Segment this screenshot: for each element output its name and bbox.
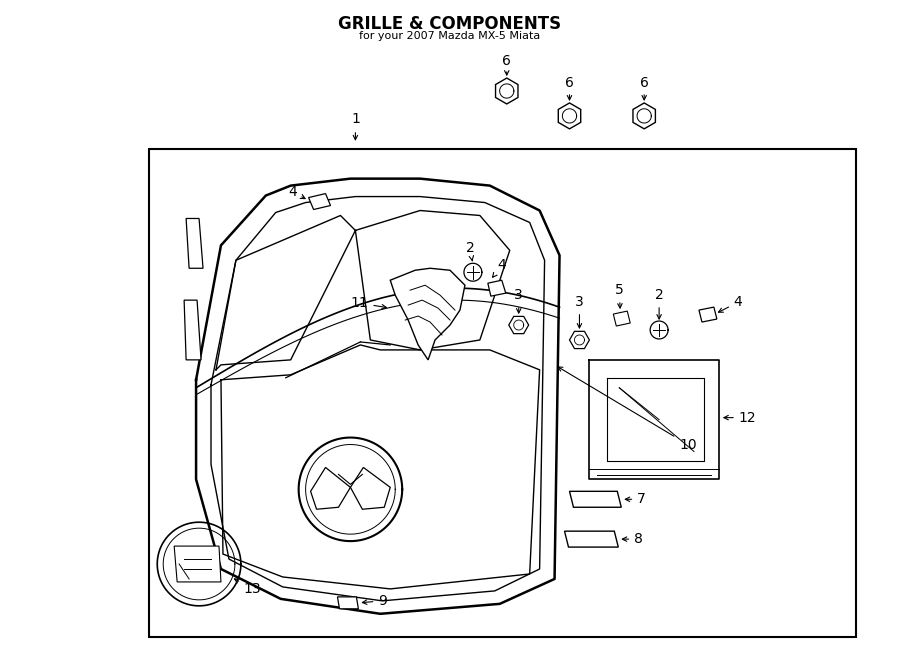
Polygon shape	[175, 546, 221, 582]
Text: 6: 6	[502, 54, 511, 68]
Polygon shape	[338, 597, 358, 609]
Polygon shape	[699, 307, 717, 322]
Polygon shape	[508, 317, 528, 334]
Text: 2: 2	[465, 241, 474, 261]
Polygon shape	[391, 268, 465, 360]
Text: 6: 6	[565, 76, 574, 90]
Text: 3: 3	[575, 295, 584, 328]
Text: for your 2007 Mazda MX-5 Miata: for your 2007 Mazda MX-5 Miata	[359, 31, 541, 41]
Polygon shape	[558, 103, 580, 129]
Text: 1: 1	[351, 112, 360, 126]
Polygon shape	[496, 78, 518, 104]
Polygon shape	[186, 219, 203, 268]
Text: GRILLE & COMPONENTS: GRILLE & COMPONENTS	[338, 15, 562, 33]
Text: 3: 3	[514, 288, 523, 313]
Bar	[149, 149, 856, 637]
Polygon shape	[184, 300, 201, 360]
Text: 4: 4	[492, 258, 507, 277]
Polygon shape	[613, 311, 630, 326]
Text: 5: 5	[615, 283, 624, 308]
Text: 13: 13	[234, 579, 262, 596]
Polygon shape	[633, 103, 655, 129]
Polygon shape	[570, 331, 590, 348]
Polygon shape	[564, 531, 618, 547]
Text: 10: 10	[558, 367, 697, 451]
Text: 4: 4	[288, 184, 305, 198]
Polygon shape	[488, 280, 506, 296]
Polygon shape	[309, 194, 330, 210]
Text: 8: 8	[622, 532, 644, 546]
Text: 9: 9	[363, 594, 387, 608]
Text: 4: 4	[718, 295, 742, 312]
Text: 2: 2	[654, 288, 663, 319]
Text: 12: 12	[724, 410, 756, 424]
Text: 11: 11	[351, 296, 386, 310]
Text: 6: 6	[640, 76, 649, 90]
Polygon shape	[570, 491, 621, 507]
Text: 7: 7	[626, 492, 646, 506]
